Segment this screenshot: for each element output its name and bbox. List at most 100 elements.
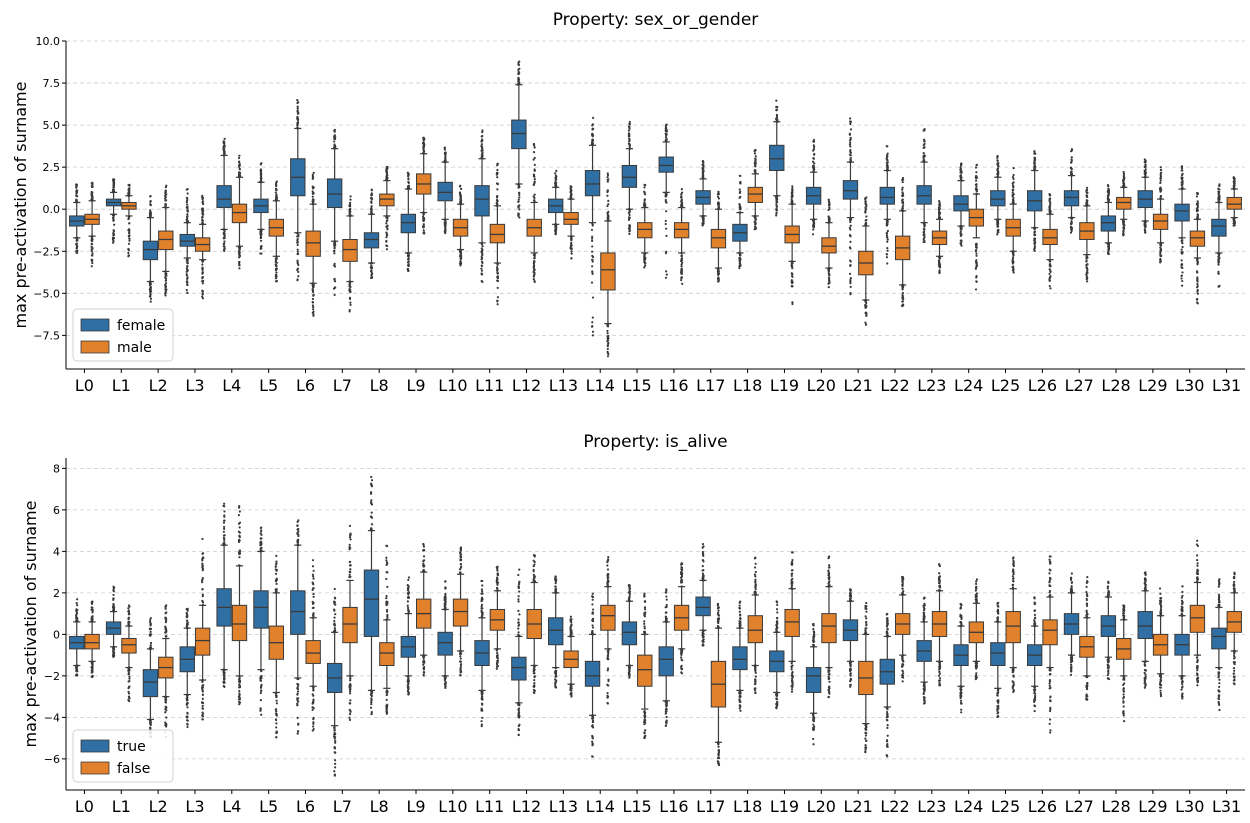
x-tick-label: L26 (1028, 376, 1057, 395)
flier-point (1033, 243, 1036, 246)
flier-point (885, 234, 888, 237)
flier-point (997, 165, 1000, 168)
flier-point (517, 714, 521, 717)
flier-point (1180, 248, 1183, 251)
flier-point (754, 170, 757, 174)
flier-point (185, 624, 188, 627)
flier-point (1144, 231, 1147, 234)
flier-point (407, 254, 410, 257)
x-tick-label: L23 (917, 376, 946, 395)
flier-point (665, 710, 668, 713)
flier-point (664, 222, 667, 226)
flier-point (348, 210, 351, 213)
flier-point (606, 347, 609, 350)
flier-point (148, 295, 152, 298)
flier-point (865, 314, 868, 317)
flier-point (370, 272, 374, 276)
flier-point (148, 628, 152, 631)
flier-point (628, 597, 631, 600)
male-box (1189, 230, 1206, 247)
flier-point (1033, 237, 1037, 240)
female-box (658, 156, 674, 173)
flier-point (606, 180, 609, 183)
flier-point (974, 267, 977, 270)
flier-point (238, 249, 241, 252)
flier-point (849, 159, 852, 162)
flier-point (1033, 230, 1036, 234)
flier-point (975, 254, 978, 257)
flier-point (753, 152, 757, 155)
flier-point (480, 140, 483, 143)
flier-point (333, 608, 336, 611)
flier-point (591, 265, 594, 268)
flier-point (555, 169, 558, 173)
flier-point (297, 530, 300, 533)
flier-point (333, 293, 336, 297)
flier-point (591, 321, 594, 324)
flier-point (533, 271, 536, 275)
flier-point (886, 249, 889, 252)
flier-point (112, 593, 115, 597)
flier-point (1011, 262, 1014, 265)
flier-point (311, 190, 314, 193)
flier-point (443, 148, 446, 151)
flier-point (849, 279, 852, 282)
flier-point (274, 187, 278, 190)
flier-point (407, 172, 410, 176)
flier-point (738, 698, 741, 701)
flier-point (149, 286, 152, 289)
flier-point (149, 616, 152, 620)
flier-point (222, 521, 226, 524)
flier-point (739, 709, 742, 712)
flier-point (606, 337, 609, 340)
flier-point (259, 699, 262, 702)
flier-point (959, 242, 962, 246)
flier-point (222, 670, 225, 674)
flier-point (644, 264, 647, 267)
flier-point (827, 208, 830, 212)
female-box (584, 170, 601, 197)
flier-point (259, 540, 263, 543)
flier-point (260, 713, 263, 716)
flier-point (554, 232, 557, 235)
x-tick-label: L7 (333, 797, 352, 816)
flier-point (665, 715, 668, 719)
x-tick-label: L1 (112, 376, 131, 395)
flier-point (828, 203, 831, 206)
flier-point (811, 160, 815, 163)
flier-point (370, 523, 374, 526)
flier-point (386, 219, 389, 222)
flier-point (738, 260, 742, 263)
flier-point (1144, 229, 1147, 232)
flier-point (1012, 193, 1015, 196)
flier-point (665, 133, 668, 136)
flier-point (296, 239, 299, 242)
flier-point (1070, 148, 1074, 151)
flier-point (480, 605, 483, 608)
flier-point (127, 234, 130, 238)
flier-point (1181, 182, 1184, 186)
flier-point (960, 162, 963, 165)
flier-point (901, 294, 904, 298)
flier-point (1181, 241, 1184, 245)
flier-point (886, 262, 889, 265)
flier-point (422, 231, 425, 235)
flier-point (496, 176, 499, 179)
flier-point (260, 244, 263, 248)
flier-point (865, 304, 868, 307)
flier-point (517, 583, 521, 586)
flier-point (849, 277, 852, 280)
flier-point (1218, 197, 1221, 200)
flier-point (238, 164, 241, 167)
flier-point (1012, 271, 1015, 274)
flier-point (570, 238, 573, 241)
flier-point (148, 634, 151, 637)
true-box (621, 621, 638, 646)
flier-point (348, 283, 351, 286)
y-tick-label: 2 (53, 587, 60, 600)
flier-point (386, 224, 389, 227)
x-tick-label: L20 (807, 376, 836, 395)
flier-point (1011, 266, 1015, 269)
flier-point (496, 276, 499, 280)
